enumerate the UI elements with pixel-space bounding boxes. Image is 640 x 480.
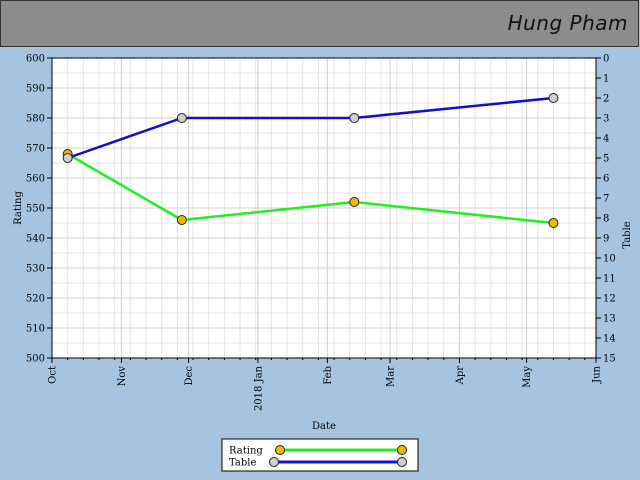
- legend-box: [221, 438, 419, 472]
- data-point-table: [548, 93, 559, 103]
- y-left-tick-label: 530: [26, 264, 45, 275]
- data-point-rating: [548, 218, 559, 228]
- x-tick-label: Nov: [117, 366, 128, 387]
- y-left-tick-label: 520: [26, 294, 45, 305]
- series-line-table: [67, 96, 554, 160]
- data-point-table: [349, 113, 360, 123]
- y-left-tick-label: 510: [26, 324, 45, 335]
- data-point-table: [62, 153, 73, 163]
- y-left-tick-label: 540: [26, 234, 45, 245]
- y-right-tick-label: 15: [603, 354, 616, 365]
- x-tick-label: Jun: [592, 365, 603, 383]
- x-axis-title: Date: [312, 421, 336, 432]
- legend-marker-rating: [397, 445, 407, 455]
- x-tick-label: Oct: [48, 366, 59, 384]
- y-right-tick-label: 14: [603, 334, 616, 345]
- x-tick-label: Mar: [386, 366, 397, 387]
- x-tick-label: Feb: [323, 366, 334, 385]
- data-point-rating: [349, 197, 360, 207]
- y-right-tick-label: 6: [603, 174, 609, 185]
- y-left-tick-label: 590: [26, 84, 45, 95]
- y-left-tick-label: 500: [26, 354, 45, 365]
- y-left-tick-label: 550: [26, 204, 45, 215]
- legend-label-table: Table: [229, 458, 256, 469]
- y-right-tick-label: 2: [603, 94, 609, 105]
- header-bar: Hung Pham: [0, 0, 639, 47]
- y-left-tick-label: 570: [26, 144, 45, 155]
- y-right-axis-title: Table: [622, 221, 633, 248]
- y-right-tick-label: 11: [603, 274, 616, 285]
- y-left-tick-label: 580: [26, 114, 45, 125]
- y-left-tick-label: 600: [26, 54, 45, 65]
- data-point-table: [176, 113, 187, 123]
- legend-marker-table: [397, 457, 407, 467]
- series-line-rating: [67, 152, 554, 225]
- data-point-rating: [176, 215, 187, 225]
- y-right-tick-label: 4: [603, 134, 609, 145]
- x-tick-label: 2018 Jan: [253, 365, 264, 411]
- y-right-tick-label: 13: [603, 314, 616, 325]
- legend-marker-table: [269, 457, 279, 467]
- y-right-tick-label: 12: [603, 294, 616, 305]
- y-right-tick-label: 7: [603, 194, 609, 205]
- y-right-tick-label: 1: [603, 74, 609, 85]
- legend-marker-rating: [275, 445, 285, 455]
- y-left-axis-title: Rating: [13, 191, 24, 225]
- y-left-tick-label: 560: [26, 174, 45, 185]
- x-tick-label: May: [522, 366, 533, 388]
- y-right-tick-label: 5: [603, 154, 609, 165]
- legend-label-rating: Rating: [229, 446, 263, 457]
- y-right-tick-label: 0: [603, 54, 609, 65]
- y-right-tick-label: 8: [603, 214, 609, 225]
- player-name: Hung Pham: [507, 11, 628, 35]
- y-right-tick-label: 3: [603, 114, 609, 125]
- x-tick-label: Apr: [455, 366, 466, 386]
- y-right-tick-label: 9: [603, 234, 609, 245]
- x-tick-label: Dec: [184, 366, 195, 386]
- y-right-tick-label: 10: [603, 254, 616, 265]
